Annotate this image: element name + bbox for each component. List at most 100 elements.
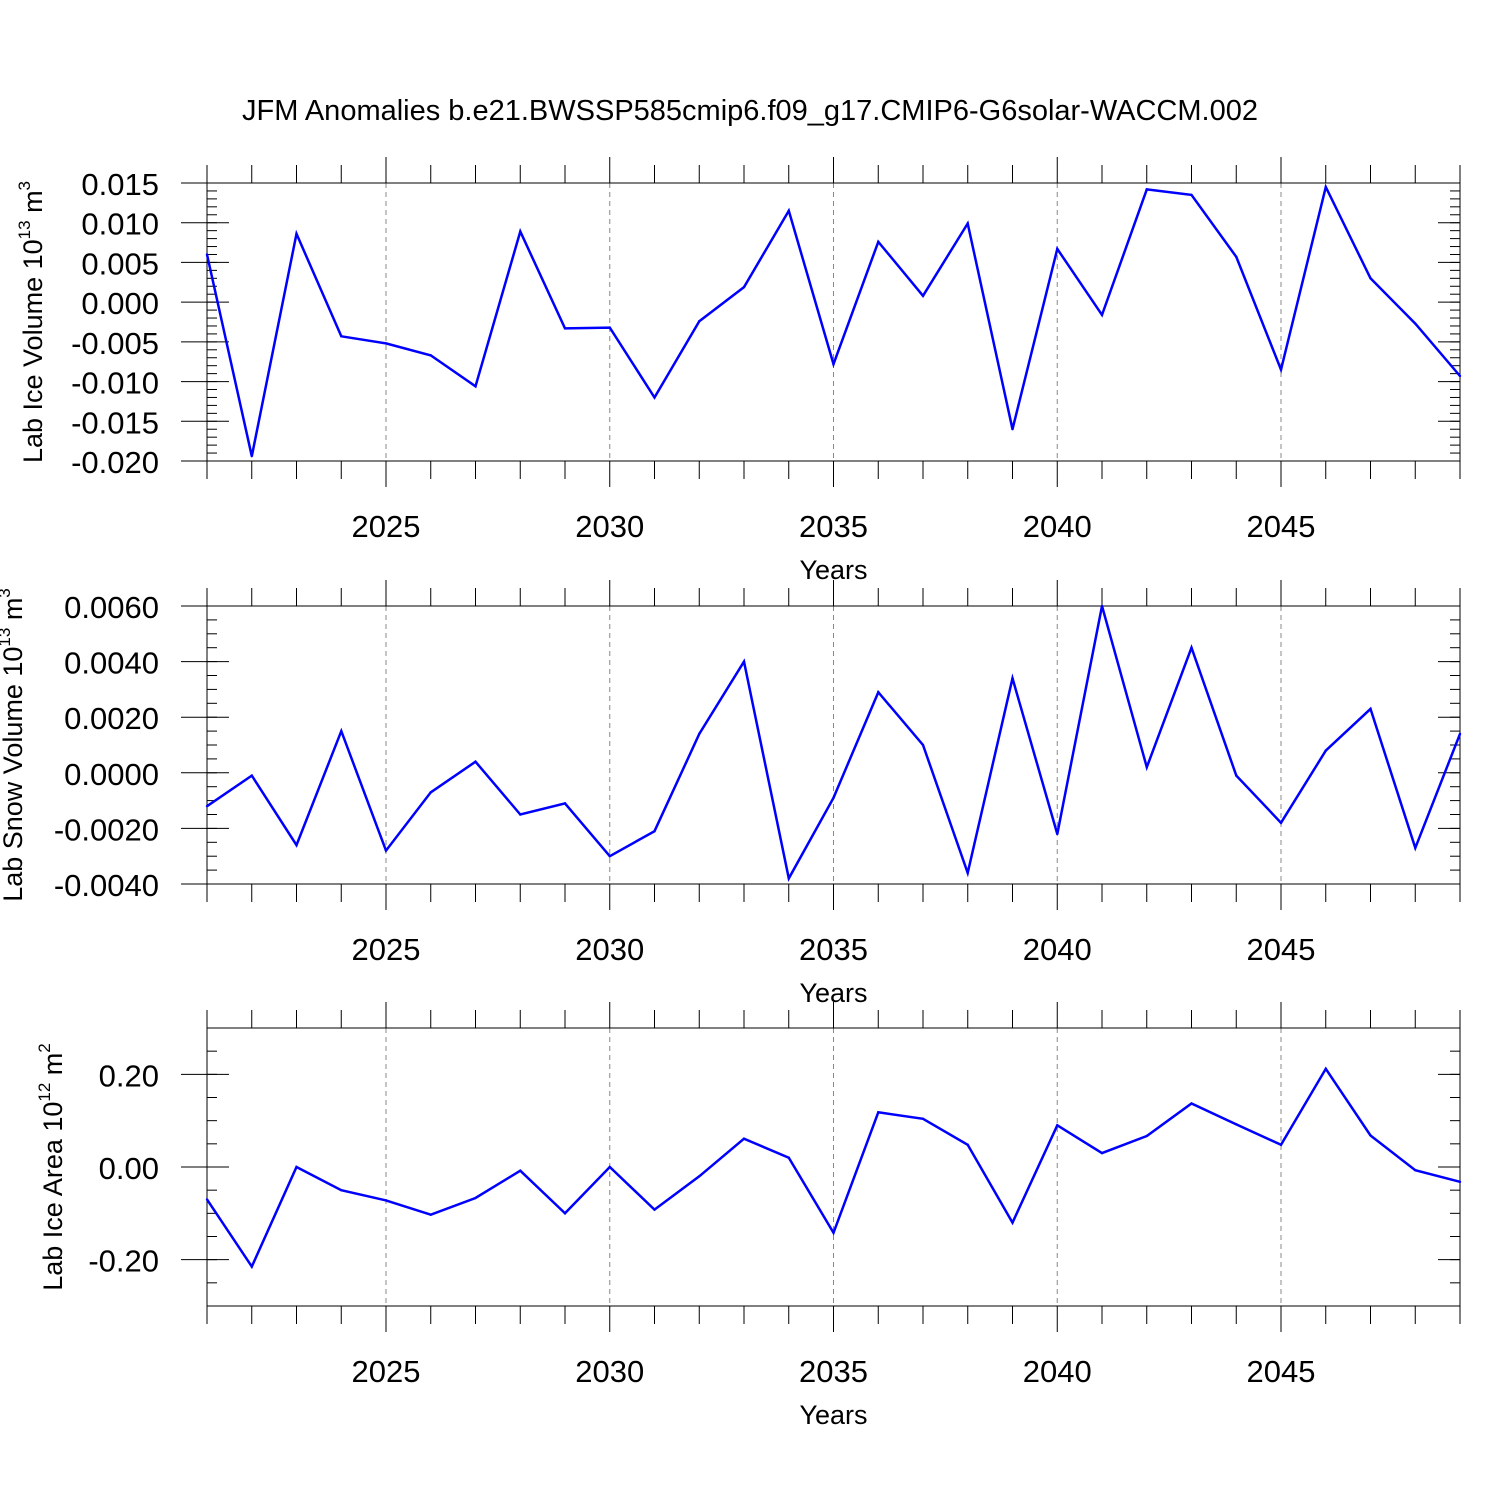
y-axis-title-main: Lab Ice Volume 10: [18, 239, 48, 463]
x-tick-label: 2035: [799, 509, 868, 544]
y-axis-title-unit: m: [18, 190, 48, 220]
x-tick-label: 2045: [1247, 509, 1316, 544]
data-point-2029: [563, 327, 567, 330]
y-axis-title-exp: 12: [35, 1083, 54, 1102]
data-point-2032: [698, 1175, 701, 1178]
data-point-2046: [1324, 185, 1327, 189]
data-point-2028: [519, 813, 522, 816]
y-axis-title: Lab Snow Volume 1013 m3: [0, 588, 28, 902]
x-tick-label: 2025: [352, 509, 421, 544]
data-point-2037: [921, 743, 925, 747]
y-axis-title-main: Lab Snow Volume 10: [0, 647, 28, 902]
data-point-2028: [519, 1169, 522, 1172]
data-point-2031: [653, 1208, 656, 1211]
data-point-2022: [250, 1265, 253, 1268]
y-axis-title-unit_exp: 3: [15, 181, 34, 190]
y-tick-label: 0.0040: [64, 646, 159, 681]
data-point-2021: [205, 804, 209, 808]
data-point-2025: [384, 849, 388, 852]
data-point-2047: [1369, 707, 1372, 711]
plot-frame: [206, 605, 1461, 885]
data-point-2042: [1145, 188, 1148, 191]
data-point-2036: [877, 1111, 880, 1114]
data-point-2045: [1279, 1143, 1283, 1146]
data-point-2024: [340, 335, 343, 338]
data-point-2047: [1369, 1134, 1372, 1137]
data-point-2021: [205, 1198, 209, 1201]
data-point-2032: [698, 732, 701, 736]
x-tick-label: 2025: [352, 932, 421, 967]
data-point-2049: [1458, 374, 1462, 378]
data-point-2041: [1100, 313, 1104, 317]
data-point-2035: [832, 796, 835, 800]
x-axis-title: Years: [799, 1400, 867, 1430]
y-tick-label: 0.0020: [64, 701, 159, 736]
data-point-2043: [1190, 1102, 1193, 1105]
y-tick-label: -0.005: [71, 326, 159, 361]
data-point-2033: [742, 660, 746, 663]
plot-frame: [206, 182, 1461, 462]
y-tick-label: 0.005: [81, 246, 159, 281]
panel-lab-snow-volume: -0.0040 -0.0020 0.0000 0.0020 0.0040 0.0060 20…: [0, 580, 1462, 1008]
data-point-2027: [474, 1196, 477, 1200]
x-tick-label: 2035: [799, 1354, 868, 1389]
plot-frame: [206, 1027, 1461, 1307]
data-point-2024: [340, 1188, 343, 1192]
data-point-2023: [295, 232, 298, 236]
data-point-2021: [205, 253, 209, 256]
data-point-2043: [1190, 193, 1193, 197]
y-axis-title: Lab Ice Area 1012 m2: [35, 1043, 68, 1291]
data-point-2027: [474, 385, 477, 388]
x-tick-label: 2045: [1247, 1354, 1316, 1389]
data-point-2022: [250, 774, 253, 777]
data-point-2025: [384, 342, 388, 345]
data-point-2039: [1011, 1221, 1014, 1224]
data-point-2031: [653, 829, 656, 833]
data-point-2023: [295, 843, 298, 847]
x-tick-label: 2040: [1023, 509, 1092, 544]
data-point-2037: [921, 294, 925, 297]
y-tick-label: -0.010: [71, 366, 159, 401]
y-tick-label: 0.010: [81, 207, 159, 242]
y-axis-title-main: Lab Ice Area 10: [38, 1102, 68, 1291]
y-tick-label: 0.000: [81, 286, 159, 321]
data-point-2031: [653, 396, 656, 399]
data-point-2049: [1458, 732, 1462, 736]
y-tick-label: 0.20: [99, 1058, 159, 1093]
x-tick-label: 2030: [575, 1354, 644, 1389]
data-point-2039: [1011, 428, 1014, 431]
x-tick-label: 2030: [575, 932, 644, 967]
y-axis-title-exp: 13: [15, 220, 34, 239]
data-point-2041: [1100, 1151, 1104, 1155]
data-point-2027: [474, 760, 477, 763]
data-point-2026: [429, 354, 432, 357]
data-point-2044: [1235, 1123, 1238, 1126]
data-point-2037: [921, 1117, 925, 1121]
y-tick-label: -0.0020: [54, 812, 159, 847]
data-point-2028: [519, 230, 522, 233]
data-point-2033: [742, 1137, 746, 1140]
y-axis-title-unit_exp: 2: [35, 1043, 54, 1052]
data-point-2042: [1145, 1134, 1148, 1138]
y-axis-title-exp: 13: [0, 628, 14, 647]
panel-lab-ice-volume: -0.020 -0.015 -0.010 -0.005 0.000 0.005 0.010 0…: [15, 157, 1462, 585]
figure-title: JFM Anomalies b.e21.BWSSP585cmip6.f09_g1…: [242, 95, 1258, 127]
data-point-2030: [608, 855, 611, 858]
data-point-2024: [340, 729, 343, 733]
x-tick-label: 2040: [1023, 932, 1092, 967]
data-point-2035: [832, 362, 835, 366]
data-point-2040: [1056, 247, 1059, 251]
data-point-2022: [250, 455, 253, 458]
y-axis-title-unit: m: [0, 598, 28, 628]
data-point-2032: [698, 320, 701, 323]
data-point-2038: [966, 222, 969, 225]
data-point-2043: [1190, 646, 1193, 649]
y-tick-label: -0.0040: [54, 868, 159, 903]
data-point-2048: [1414, 1169, 1417, 1172]
data-point-2042: [1145, 766, 1148, 769]
y-tick-label: -0.020: [71, 445, 159, 480]
x-tick-label: 2045: [1247, 932, 1316, 967]
data-point-2048: [1414, 846, 1417, 850]
data-point-2034: [787, 209, 790, 212]
